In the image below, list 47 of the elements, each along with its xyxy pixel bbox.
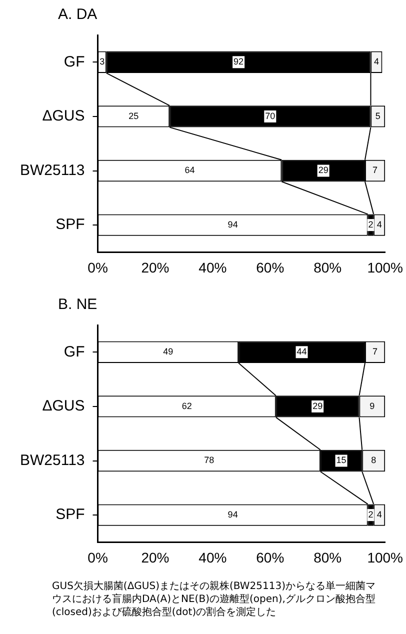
text: GUS欠損大腸菌(ΔGUS)またはその親株(BW25113)からなる単一細菌マウスにおける盲腸内DA(A)とNE(B)の遊離型(open),グルクロン酸抱合型(closed)および硫酸抱合型(dot)の割合を測定した	[52, 580, 376, 619]
x-tick-label: 0%	[88, 259, 108, 276]
x-tick-label: 100%	[367, 549, 404, 566]
data-label: 4	[376, 510, 382, 520]
data-label: 4	[374, 56, 379, 67]
y-tick-label: ΔGUS	[42, 398, 85, 415]
chart-title: B. NE	[58, 296, 98, 313]
data-label: 8	[371, 455, 376, 466]
data-label: 62	[182, 400, 192, 411]
y-tick-label: BW25113	[20, 452, 85, 469]
data-label: 29	[312, 400, 323, 411]
data-label: 78	[204, 455, 214, 466]
data-label: 49	[163, 346, 174, 357]
x-tick-label: 20%	[141, 259, 170, 276]
data-label: 44	[296, 346, 307, 357]
data-label: 4	[376, 220, 382, 230]
x-tick-label: 40%	[198, 259, 227, 276]
data-label: 9	[370, 400, 375, 411]
data-label: 2	[368, 510, 374, 520]
data-label: 94	[228, 510, 238, 520]
x-tick-label: 60%	[256, 549, 284, 566]
y-tick-label: GF	[64, 343, 85, 360]
x-tick-label: 20%	[141, 549, 170, 566]
data-label: 64	[184, 165, 195, 176]
data-label: 70	[265, 110, 276, 121]
data-label: 5	[375, 110, 380, 121]
x-tick-label: 80%	[314, 549, 342, 566]
x-tick-label: 100%	[367, 259, 404, 276]
data-label: 94	[228, 220, 238, 230]
x-tick-label: 80%	[314, 259, 342, 276]
y-tick-label: GF	[64, 53, 85, 70]
chart-title: A. DA	[58, 6, 98, 23]
y-tick-label: ΔGUS	[42, 108, 85, 125]
data-label: 15	[336, 455, 346, 466]
x-tick-label: 60%	[256, 259, 284, 276]
y-tick-label: BW25113	[20, 162, 85, 179]
y-tick-label: SPF	[56, 216, 85, 234]
data-label: 25	[128, 110, 139, 121]
data-label: 3	[100, 56, 105, 67]
data-label: 92	[234, 56, 244, 67]
x-tick-label: 0%	[88, 549, 108, 566]
data-label: 2	[368, 220, 374, 230]
x-tick-label: 40%	[198, 549, 227, 566]
data-label: 7	[372, 165, 378, 176]
data-label: 29	[318, 165, 328, 176]
y-tick-label: SPF	[56, 506, 85, 524]
data-label: 7	[372, 346, 378, 357]
